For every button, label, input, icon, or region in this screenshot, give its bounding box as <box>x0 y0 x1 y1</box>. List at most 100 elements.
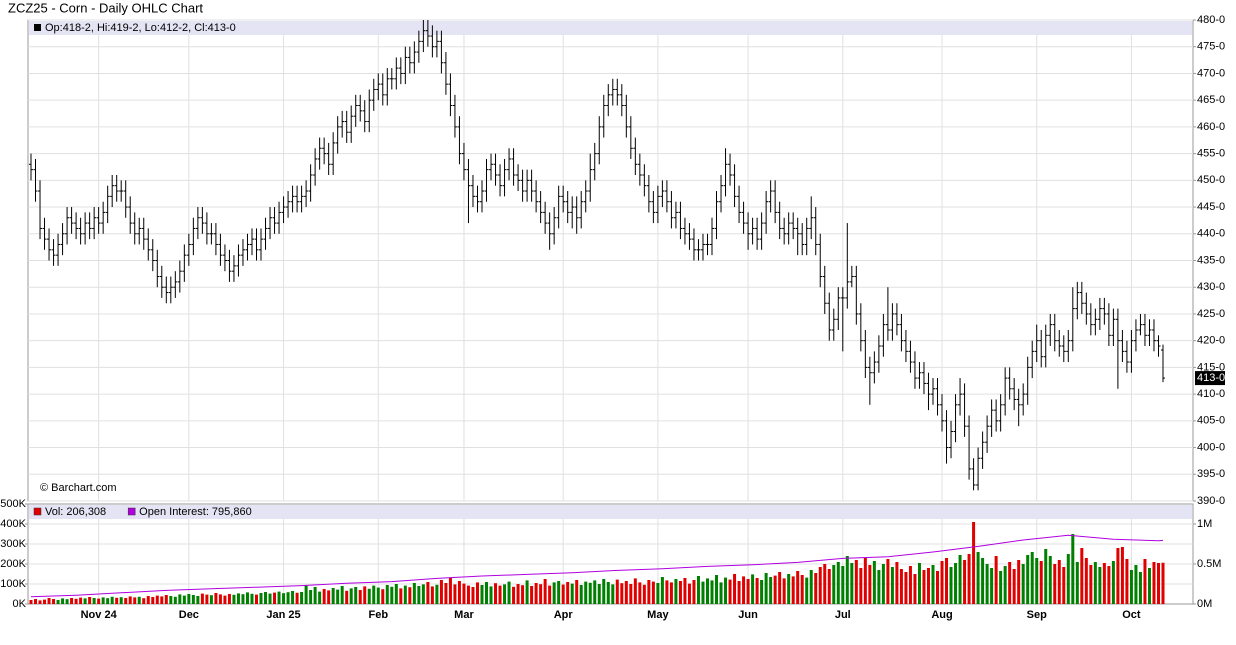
volume-bar <box>38 600 42 604</box>
y-tick-label: 455-0 <box>1197 148 1225 160</box>
volume-bar <box>940 561 944 604</box>
volume-bar <box>633 578 637 604</box>
volume-bar <box>999 571 1003 604</box>
volume-bar <box>755 578 759 604</box>
volume-bar <box>439 580 443 604</box>
volume-bar <box>277 591 281 604</box>
open-interest-line <box>30 534 1164 598</box>
y-tick-label: 475-0 <box>1197 41 1225 53</box>
volume-bar <box>823 564 827 604</box>
volume-bar <box>719 582 723 604</box>
volume-bar <box>83 598 87 604</box>
volume-bar <box>715 575 719 604</box>
volume-bar <box>746 579 750 604</box>
x-tick-label: May <box>647 609 669 621</box>
volume-bar <box>728 579 732 604</box>
y-tick-label: 430-0 <box>1197 281 1225 293</box>
y-tick-label: 300K <box>0 538 26 550</box>
volume-bar <box>674 579 678 604</box>
volume-bar <box>602 579 606 604</box>
volume-bar <box>548 585 552 604</box>
last-price-label: 413-0 <box>1197 372 1225 384</box>
legend-swatch <box>127 507 136 516</box>
y-tick-label: 400-0 <box>1197 441 1225 453</box>
volume-bar <box>331 588 335 604</box>
volume-bar <box>435 584 439 604</box>
volume-bar <box>128 596 132 604</box>
volume-bar <box>268 593 272 604</box>
volume-header-band <box>29 505 1192 519</box>
volume-bar <box>52 599 56 604</box>
y-tick-label: 410-0 <box>1197 388 1225 400</box>
volume-bar <box>1003 566 1007 604</box>
volume-bar <box>1084 558 1088 604</box>
volume-bar <box>412 583 416 604</box>
volume-bar <box>611 584 615 604</box>
volume-bar <box>376 587 380 604</box>
volume-bar <box>760 580 764 604</box>
volume-bar <box>241 594 245 604</box>
y-tick-label: 480-0 <box>1197 14 1225 26</box>
volume-bar <box>417 586 421 604</box>
volume-bar <box>809 570 813 604</box>
volume-bar <box>1138 572 1142 604</box>
volume-bar <box>345 590 349 604</box>
volume-bar <box>264 592 268 604</box>
volume-bar <box>949 567 953 604</box>
volume-bar <box>1116 548 1120 604</box>
volume-bar <box>827 569 831 604</box>
volume-bar <box>70 598 74 604</box>
volume-bar <box>475 582 479 604</box>
volume-bar <box>403 585 407 604</box>
y-tick-label: 390-0 <box>1197 495 1225 507</box>
volume-bar <box>895 562 899 604</box>
volume-bar <box>818 567 822 604</box>
volume-bar <box>291 591 295 604</box>
volume-bar <box>480 585 484 604</box>
volume-bar <box>1129 570 1133 604</box>
volume-bar <box>521 585 525 604</box>
volume-bar <box>340 586 344 604</box>
volume-bar <box>778 572 782 604</box>
volume-bar <box>1066 554 1070 604</box>
volume-bar <box>877 570 881 604</box>
volume-bar <box>1107 566 1111 604</box>
volume-bar <box>1017 560 1021 604</box>
volume-bar <box>890 567 894 604</box>
x-tick-label: Sep <box>1027 609 1047 621</box>
legend-label: Open Interest: 795,860 <box>139 506 252 518</box>
volume-bar <box>115 597 119 604</box>
volume-bar <box>485 582 489 604</box>
x-tick-label: Jan 25 <box>266 609 300 621</box>
volume-bar <box>503 584 507 604</box>
volume-bar <box>363 586 367 604</box>
volume-bar <box>624 581 628 604</box>
volume-bar <box>570 583 574 604</box>
volume-bar <box>173 596 177 604</box>
volume-bar <box>534 583 538 604</box>
volume-bar <box>584 581 588 604</box>
volume-bar <box>399 588 403 604</box>
volume-bar <box>710 580 714 604</box>
volume-bar <box>872 561 876 604</box>
volume-bar <box>836 562 840 604</box>
volume-bar <box>737 581 741 604</box>
volume-bar <box>868 565 872 604</box>
y-tick-label: 450-0 <box>1197 174 1225 186</box>
volume-bar <box>926 568 930 604</box>
volume-bar <box>985 564 989 604</box>
volume-bar <box>773 575 777 604</box>
volume-bar <box>142 598 146 604</box>
volume-bar <box>507 581 511 604</box>
volume-bar <box>209 595 213 604</box>
volume-bar <box>620 583 624 604</box>
source-label: © Barchart.com <box>40 482 117 494</box>
volume-bar <box>124 598 128 604</box>
volume-bar <box>408 587 412 604</box>
volume-bar <box>169 596 173 604</box>
volume-bar <box>97 598 101 604</box>
volume-bar <box>769 577 773 604</box>
volume-bar <box>494 583 498 604</box>
volume-bar <box>994 556 998 604</box>
